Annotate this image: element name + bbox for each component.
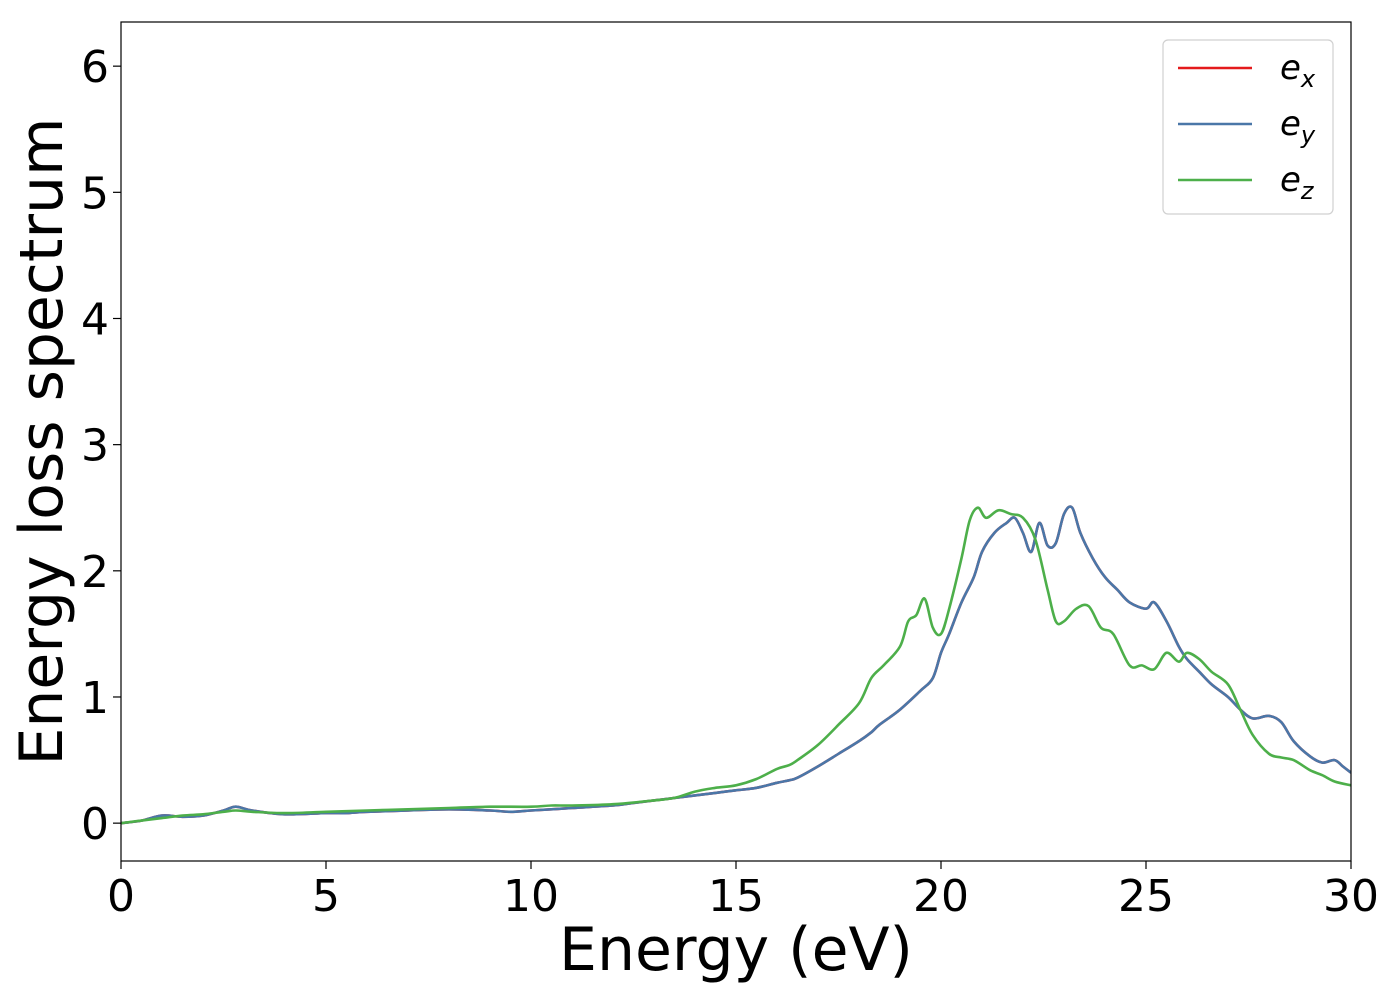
x-tick-label: 10: [503, 871, 559, 922]
legend-label-subscript: x: [1300, 65, 1316, 93]
y-tick-label: 6: [81, 42, 109, 93]
legend-label-base: e: [1280, 160, 1301, 200]
y-tick-label: 4: [81, 294, 109, 345]
legend-label-z: ez: [1280, 160, 1315, 205]
series-line-z: [121, 506, 1351, 825]
series-lines: [121, 505, 1351, 825]
legend-label-y: ey: [1280, 104, 1316, 149]
x-tick-label: 5: [312, 871, 340, 922]
legend-label-subscript: z: [1300, 177, 1315, 205]
legend-label-base: e: [1280, 48, 1301, 88]
legend-label-subscript: y: [1300, 121, 1316, 149]
y-axis-title: Energy loss spectrum: [7, 117, 77, 765]
x-tick-label: 25: [1118, 871, 1174, 922]
ticks: 0 5 10 15 20 25 30 0 1 2 3 4 5 6: [81, 42, 1379, 922]
x-axis-title: Energy (eV): [559, 915, 913, 985]
y-tick-label: 1: [81, 673, 109, 724]
x-tick-label: 20: [913, 871, 969, 922]
series-line-x: [121, 505, 1351, 825]
series-line-y: [121, 505, 1351, 825]
y-tick-label: 2: [81, 547, 109, 598]
x-tick-label: 0: [107, 871, 135, 922]
legend-label-base: e: [1280, 104, 1301, 144]
y-tick-label: 5: [81, 168, 109, 219]
legend-label-x: ex: [1280, 48, 1316, 93]
legend-box: [1162, 39, 1334, 215]
y-tick-label: 0: [81, 799, 109, 850]
x-tick-label: 30: [1323, 871, 1379, 922]
x-tick-label: 15: [708, 871, 764, 922]
y-tick-label: 3: [81, 421, 109, 472]
